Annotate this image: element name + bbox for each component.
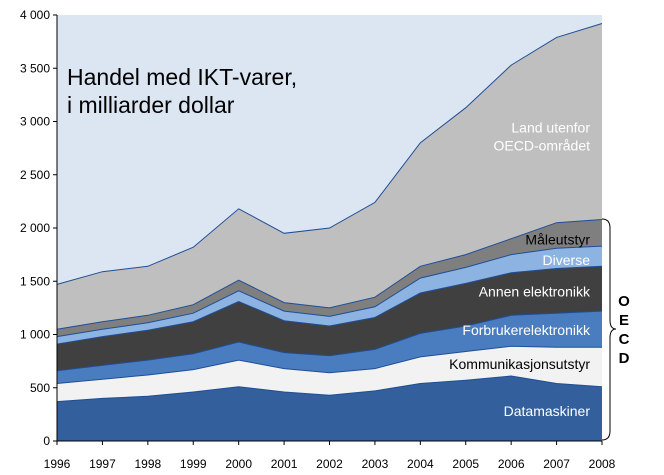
series-outline-1 [56,345,602,384]
x-tick-label: 1998 [134,457,161,471]
series-label-2: Forbrukerelektronikk [462,322,591,338]
x-tick-label: 2008 [589,457,616,471]
series-labels: Datamaskiner Kommunikasjonsutstyr Forbruke… [449,120,591,420]
y-tick-label: 500 [30,381,50,395]
area-series-2 [57,311,602,384]
area-series-6 [57,23,602,330]
oecd-letter: C [619,331,630,348]
series-label-4: Diverse [543,252,591,268]
y-tick-label: 0 [43,434,50,448]
series-label-0: Datamaskiner [504,403,591,419]
area-series-5 [57,219,602,337]
series-label-1: Kommunikasjonsutstyr [449,356,590,372]
oecd-bracket-label: OECD [618,293,630,367]
oecd-letter: E [619,312,629,329]
area-series-3 [57,266,602,371]
series-label-3: Annen elektronikk [479,283,591,299]
oecd-bracket [601,218,617,441]
series-outline-0 [56,375,603,403]
x-tick-label: 2005 [452,457,479,471]
x-tick-label: 2000 [225,457,252,471]
x-tick-label: 1999 [180,457,207,471]
chart-title-line-2: i milliarder dollar [67,92,235,118]
y-tick-label: 2 500 [20,168,50,182]
y-tick-label: 1 500 [20,274,50,288]
series-label-6: OECD-området [494,138,591,154]
chart-title-line-1: Handel med IKT-varer, [67,64,297,90]
y-tick-labels: 0 500 1 000 1 500 2 000 2 500 3 000 3 500 4 000 [20,8,57,448]
oecd-letter: O [618,293,630,310]
y-tick-label: 2 000 [20,221,50,235]
x-tick-labels: 1996 1997 1998 1999 2000 2001 2002 2003 2004 2005… [44,441,616,471]
series-outline-2 [56,310,603,372]
area-layers [56,23,603,441]
x-tick-label: 2004 [407,457,434,471]
x-tick-label: 2002 [316,457,343,471]
area-series-1 [57,346,602,402]
oecd-letter: D [619,350,630,367]
x-tick-label: 2001 [271,457,298,471]
x-tick-label: 1996 [44,457,71,471]
x-tick-label: 2003 [362,457,389,471]
series-outline-5 [56,219,603,330]
series-label-5: Måleutstyr [525,232,590,248]
series-outline-3 [56,265,603,345]
y-tick-label: 1 000 [20,328,50,342]
series-outline-4 [56,245,603,338]
series-label-6: Land utenfor [511,120,590,136]
y-tick-label: 3 000 [20,115,50,129]
x-tick-label: 1997 [89,457,116,471]
y-tick-label: 4 000 [20,8,50,22]
series-outline-6 [56,23,603,285]
area-series-4 [57,246,602,345]
x-tick-label: 2006 [498,457,525,471]
y-tick-label: 3 500 [20,61,50,75]
x-tick-label: 2007 [543,457,570,471]
